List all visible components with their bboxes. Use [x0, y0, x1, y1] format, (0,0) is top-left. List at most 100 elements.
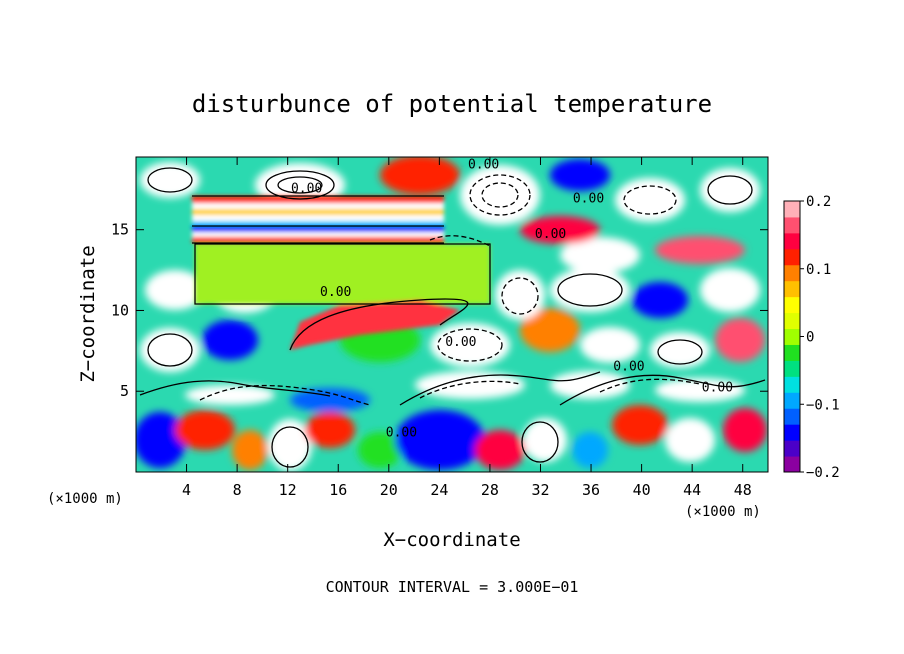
- x-tick-label: 36: [582, 481, 600, 499]
- x-unit-right: (×1000 m): [685, 504, 761, 520]
- x-tick-label: 24: [430, 481, 448, 499]
- x-unit-left: (×1000 m): [47, 491, 123, 507]
- contour: [501, 277, 539, 315]
- blob: [358, 432, 402, 468]
- contour: [429, 235, 491, 247]
- feature: [192, 226, 444, 232]
- contour-label: 0.00: [535, 227, 566, 242]
- colorbar-segment: [784, 360, 800, 377]
- blob: [560, 237, 640, 273]
- contour: [419, 380, 521, 399]
- heatmap-field: 0.00 0.00 0.00 0.00 0.00 0.00 0.00 0.00 0.00: [136, 157, 768, 472]
- blob: [305, 412, 355, 448]
- feature: [192, 209, 444, 215]
- blob: [232, 430, 268, 470]
- blob: [523, 418, 567, 462]
- blob: [550, 268, 630, 312]
- contour-label: 0.00: [468, 157, 499, 172]
- blob: [612, 405, 668, 445]
- contour: [599, 378, 701, 393]
- blob: [650, 332, 710, 368]
- colorbar-segment: [784, 376, 800, 393]
- colorbar-segment: [784, 216, 800, 234]
- colorbar-segment: [784, 344, 800, 361]
- colorbar-segment: [784, 248, 800, 266]
- contour: [147, 333, 193, 367]
- blob: [572, 432, 608, 468]
- plot-frame: [135, 156, 769, 473]
- x-tick-label: 8: [233, 481, 242, 499]
- contour-label: 0.00: [386, 426, 417, 441]
- feature: [192, 237, 444, 243]
- feature: [195, 244, 490, 304]
- x-axis-label: X−coordinate: [383, 529, 520, 551]
- blob: [615, 178, 685, 222]
- x-tick-label: 28: [481, 481, 499, 499]
- x-axis: 4 8 12 16 20 24 28 32 36 40 44 48: [182, 157, 752, 499]
- colorbar-segment: [784, 424, 800, 441]
- contour: [623, 185, 677, 215]
- contour: [437, 328, 503, 362]
- blob: [550, 371, 630, 399]
- y-axis: 5 10 15: [111, 221, 768, 400]
- contour-lines: [139, 167, 766, 468]
- contour: [707, 175, 753, 205]
- y-tick-label: 5: [120, 382, 129, 400]
- contour: [557, 273, 623, 307]
- x-tick-label: 4: [182, 481, 191, 499]
- field-features: [192, 196, 490, 350]
- blob: [290, 388, 370, 412]
- colorbar-tick-label: 0.2: [806, 194, 831, 210]
- feature: [290, 300, 460, 350]
- contour: [289, 298, 469, 351]
- contour: [265, 170, 335, 200]
- blob: [580, 327, 640, 363]
- contour: [147, 167, 193, 193]
- x-tick-label: 12: [279, 481, 297, 499]
- x-tick-label: 44: [683, 481, 701, 499]
- contour: [559, 374, 766, 406]
- feature: [192, 215, 444, 221]
- blob: [655, 236, 745, 264]
- contour-label: 0.00: [445, 335, 476, 350]
- x-tick-label: 40: [633, 481, 651, 499]
- contour: [399, 371, 601, 406]
- blob: [415, 371, 525, 399]
- blob: [460, 165, 540, 225]
- contour: [469, 174, 531, 216]
- feature: [192, 232, 444, 237]
- footer-contour-interval: CONTOUR INTERVAL = 3.000E−01: [326, 578, 579, 596]
- contour-label: 0.00: [702, 380, 733, 395]
- blob: [202, 320, 258, 360]
- colorbar-segment: [784, 264, 800, 282]
- contour: [521, 421, 559, 463]
- x-tick-label: 48: [734, 481, 752, 499]
- blob: [715, 318, 765, 362]
- colorbar-segment: [784, 232, 800, 250]
- blob: [520, 216, 600, 244]
- contour-label: 0.00: [613, 359, 644, 374]
- blob: [395, 410, 485, 470]
- contour: [194, 243, 491, 305]
- blob: [430, 323, 510, 367]
- blob: [520, 308, 580, 352]
- contour: [657, 339, 703, 365]
- y-tick-label: 15: [111, 221, 129, 239]
- colorbar-segment: [784, 328, 800, 345]
- feature: [192, 203, 444, 209]
- colorbar-segment: [784, 440, 800, 457]
- x-tick-label: 20: [380, 481, 398, 499]
- contour: [271, 426, 309, 468]
- colorbar-segment: [784, 312, 800, 330]
- chart-title: disturbunce of potential temperature: [192, 90, 712, 118]
- blob: [655, 378, 745, 402]
- blob: [136, 412, 186, 468]
- colorbar-segment: [784, 280, 800, 298]
- colorbar-segment: [784, 408, 800, 425]
- contour-label: 0.00: [573, 191, 604, 206]
- blob: [665, 418, 715, 462]
- x-tick-label: 32: [531, 481, 549, 499]
- contour-label: 0.00: [320, 285, 351, 300]
- colorbar-segment: [784, 201, 800, 218]
